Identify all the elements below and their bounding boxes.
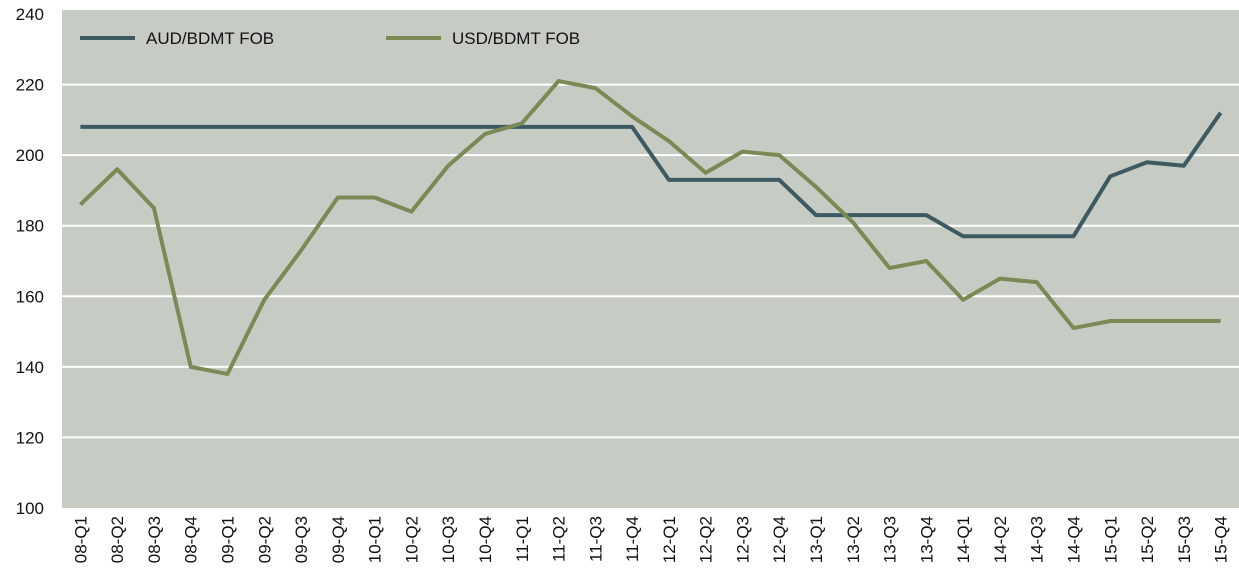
y-tick-label: 240 (16, 5, 44, 24)
y-tick-label: 220 (16, 76, 44, 95)
x-tick-label: 08-Q3 (145, 516, 164, 563)
x-tick-label: 15-Q3 (1175, 516, 1194, 563)
legend-label: USD/BDMT FOB (452, 29, 580, 48)
x-tick-label: 12-Q2 (697, 516, 716, 563)
x-tick-label: 13-Q1 (807, 516, 826, 563)
x-tick-label: 08-Q1 (71, 516, 90, 563)
y-tick-label: 200 (16, 146, 44, 165)
x-tick-label: 10-Q3 (439, 516, 458, 563)
x-tick-label: 14-Q4 (1064, 516, 1083, 563)
x-tick-label: 14-Q1 (954, 516, 973, 563)
x-tick-label: 13-Q3 (881, 516, 900, 563)
y-tick-label: 120 (16, 428, 44, 447)
legend-label: AUD/BDMT FOB (146, 29, 274, 48)
x-tick-label: 09-Q3 (292, 516, 311, 563)
line-series (79, 79, 1221, 376)
y-tick-label: 100 (16, 499, 44, 518)
x-tick-label: 09-Q1 (219, 516, 238, 563)
x-tick-label: 10-Q2 (402, 516, 421, 563)
x-tick-label: 13-Q2 (844, 516, 863, 563)
x-tick-label: 11-Q1 (513, 516, 532, 562)
x-tick-label: 12-Q4 (770, 516, 789, 563)
x-tick-label: 10-Q1 (366, 516, 385, 563)
x-tick-label: 09-Q4 (329, 516, 348, 563)
x-tick-label: 09-Q2 (255, 516, 274, 563)
x-tick-label: 15-Q1 (1101, 516, 1120, 563)
x-tick-label: 13-Q4 (917, 516, 936, 563)
x-tick-label: 11-Q2 (550, 516, 569, 562)
x-tick-label: 10-Q4 (476, 516, 495, 563)
x-tick-label: 11-Q4 (623, 516, 642, 562)
y-tick-label: 140 (16, 358, 44, 377)
x-tick-label: 14-Q2 (991, 516, 1010, 563)
x-tick-label: 12-Q3 (733, 516, 752, 563)
y-tick-label: 180 (16, 217, 44, 236)
plot-area (62, 10, 1239, 508)
x-tick-label: 14-Q3 (1028, 516, 1047, 563)
x-tick-label: 15-Q4 (1212, 516, 1231, 563)
x-tick-label: 08-Q4 (182, 516, 201, 563)
x-tick-label: 11-Q3 (586, 516, 605, 562)
x-tick-label: 15-Q2 (1138, 516, 1157, 563)
x-tick-label: 08-Q2 (108, 516, 127, 563)
y-tick-label: 160 (16, 287, 44, 306)
x-tick-label: 12-Q1 (660, 516, 679, 563)
line-series (80, 111, 1223, 239)
